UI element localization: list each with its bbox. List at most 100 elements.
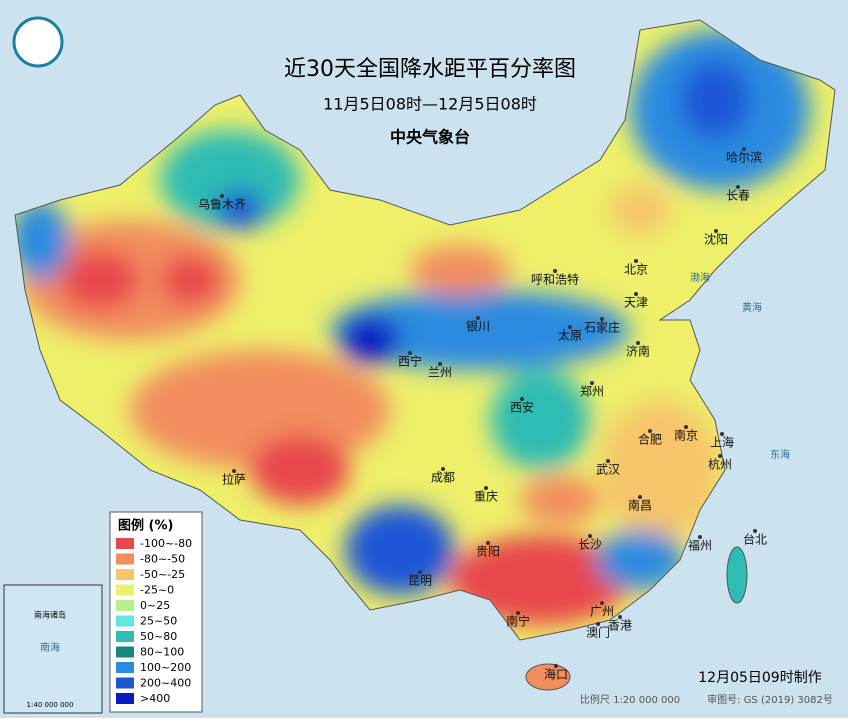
city-dot xyxy=(684,425,688,429)
city-label: 昆明 xyxy=(408,574,432,588)
blob xyxy=(595,530,685,590)
approval: 审图号: GS (2019) 3082号 xyxy=(707,693,833,706)
city-dot xyxy=(520,397,524,401)
city-dot xyxy=(408,351,412,355)
legend-swatch xyxy=(116,662,134,673)
city-label: 福州 xyxy=(688,538,712,553)
city-dot xyxy=(516,611,520,615)
city-label: 上海 xyxy=(710,435,734,450)
legend-label: 0~25 xyxy=(140,599,170,612)
city-dot xyxy=(568,325,572,329)
legend-label: 100~200 xyxy=(140,661,191,674)
city-label: 南京 xyxy=(674,428,698,443)
city-label: 台北 xyxy=(743,532,767,547)
legend-swatch xyxy=(116,553,134,565)
city-dot xyxy=(590,381,594,385)
legend-swatch xyxy=(116,600,134,611)
blob xyxy=(60,250,140,310)
city-label: 石家庄 xyxy=(584,320,620,335)
city-dot xyxy=(698,535,702,539)
city-label: 兰州 xyxy=(428,366,452,380)
legend-label: -25~0 xyxy=(140,584,174,597)
city-label: 郑州 xyxy=(580,384,604,399)
legend-swatch xyxy=(116,693,134,704)
city-dot xyxy=(753,529,757,533)
city-label: 合肥 xyxy=(638,432,662,447)
subtitle: 11月5日08时—12月5日08时 xyxy=(323,95,537,114)
city-label: 济南 xyxy=(626,344,650,359)
blob xyxy=(215,190,265,230)
blob xyxy=(160,255,220,305)
city-label: 太原 xyxy=(558,328,582,343)
legend-swatch xyxy=(116,631,134,642)
legend-swatch xyxy=(116,538,134,549)
legend-label: 200~400 xyxy=(140,677,191,690)
blob xyxy=(330,290,630,370)
sea-label: 渤海 xyxy=(690,271,710,284)
city-dot xyxy=(553,269,557,273)
city-label: 贵阳 xyxy=(476,545,500,559)
city-dot xyxy=(618,615,622,619)
city-label: 北京 xyxy=(624,263,648,277)
city-dot xyxy=(638,495,642,499)
sea-label: 黄海 xyxy=(742,301,762,314)
legend-label: -100~-80 xyxy=(140,537,192,550)
city-label: 南昌 xyxy=(628,498,652,513)
city-dot xyxy=(476,316,480,320)
blob xyxy=(450,535,630,625)
city-label: 长沙 xyxy=(578,538,602,552)
city-label: 拉萨 xyxy=(222,472,246,487)
legend-label: -80~-50 xyxy=(140,553,185,566)
blob xyxy=(600,400,720,540)
title: 近30天全国降水距平百分率图 xyxy=(284,57,576,82)
city-dot xyxy=(418,570,422,574)
sea-label: 东海 xyxy=(770,448,790,461)
city-dot xyxy=(714,229,718,233)
blob xyxy=(490,370,590,470)
city-label: 武汉 xyxy=(596,463,620,477)
legend-swatch xyxy=(116,584,134,596)
inset-label: 南海诸岛 xyxy=(34,610,66,620)
taiwan xyxy=(726,546,748,604)
city-dot xyxy=(742,147,746,151)
city-dot xyxy=(636,341,640,345)
city-label: 哈尔滨 xyxy=(726,150,762,165)
city-label: 广州 xyxy=(590,605,614,619)
city-dot xyxy=(441,467,445,471)
city-dot xyxy=(484,486,488,490)
blob xyxy=(680,60,750,140)
city-dot xyxy=(486,541,490,545)
legend-label: >400 xyxy=(140,692,170,705)
city-label: 沈阳 xyxy=(704,232,728,247)
city-label: 香港 xyxy=(608,619,632,633)
city-dot xyxy=(606,459,610,463)
logo xyxy=(12,16,64,68)
city-label: 乌鲁木齐 xyxy=(198,197,246,212)
city-dot xyxy=(736,185,740,189)
made-time: 12月05日09时制作 xyxy=(698,670,821,686)
city-label: 银川 xyxy=(466,320,490,334)
blob xyxy=(160,130,300,230)
city-label: 西安 xyxy=(510,400,534,415)
city-dot xyxy=(596,622,600,626)
city-label: 南宁 xyxy=(506,614,530,629)
city-label: 重庆 xyxy=(474,490,498,504)
city-dot xyxy=(718,454,722,458)
city-dot xyxy=(588,534,592,538)
city-dot xyxy=(554,664,558,668)
city-dot xyxy=(720,432,724,436)
blob xyxy=(15,200,70,280)
city-dot xyxy=(600,601,604,605)
legend-title: 图例 (%) xyxy=(118,518,173,534)
city-dot xyxy=(634,292,638,296)
blob xyxy=(610,185,670,235)
city-label: 天津 xyxy=(624,296,648,310)
blob xyxy=(345,505,455,595)
legend-swatch xyxy=(116,646,134,658)
city-dot xyxy=(232,469,236,473)
inset: 南海诸岛 1:40 000 000 xyxy=(3,584,103,714)
city-dot xyxy=(220,194,224,198)
inset-frame xyxy=(3,584,103,714)
legend-label: 80~100 xyxy=(140,646,184,659)
